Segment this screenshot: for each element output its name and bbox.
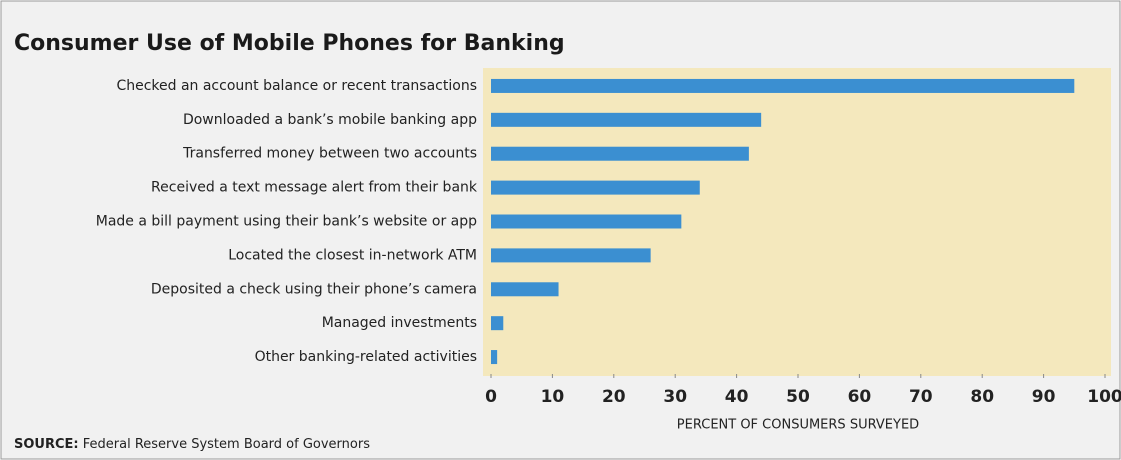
x-tick-label: 40 <box>725 387 749 407</box>
y-tick-label: Deposited a check using their phone’s ca… <box>151 281 477 297</box>
x-tick-label: 10 <box>541 387 565 407</box>
bar <box>491 112 762 127</box>
source-text: Federal Reserve System Board of Governor… <box>83 437 370 452</box>
x-tick-label: 50 <box>786 387 810 407</box>
y-tick-label: Received a text message alert from their… <box>151 180 478 196</box>
bar <box>491 350 498 365</box>
x-axis-label: PERCENT OF CONSUMERS SURVEYED <box>677 418 919 433</box>
x-tick-label: 60 <box>848 387 872 407</box>
bar <box>491 78 1075 93</box>
source: SOURCE: Federal Reserve System Board of … <box>14 437 370 452</box>
y-tick-label: Other banking-related activities <box>255 349 477 365</box>
y-tick-label: Made a bill payment using their bank’s w… <box>96 214 477 230</box>
y-tick-label: Downloaded a bank’s mobile banking app <box>183 112 477 128</box>
x-tick-label: 30 <box>663 387 687 407</box>
x-tick-label: 0 <box>485 387 497 407</box>
y-tick-label: Checked an account balance or recent tra… <box>116 78 477 94</box>
x-tick-label: 20 <box>602 387 626 407</box>
y-tick-label: Transferred money between two accounts <box>182 146 477 162</box>
y-tick-label: Located the closest in-network ATM <box>228 247 477 263</box>
chart-title: Consumer Use of Mobile Phones for Bankin… <box>14 31 565 56</box>
x-tick-label: 70 <box>909 387 933 407</box>
y-tick-label: Managed investments <box>322 315 477 331</box>
bar <box>491 180 700 195</box>
source-label: SOURCE: <box>14 437 79 452</box>
bar <box>491 248 651 263</box>
x-tick-label: 100 <box>1087 387 1121 407</box>
x-tick-label: 90 <box>1032 387 1056 407</box>
bar <box>491 282 559 297</box>
bar <box>491 316 504 331</box>
x-tick-label: 80 <box>970 387 994 407</box>
bar <box>491 214 682 229</box>
bar <box>491 146 749 161</box>
